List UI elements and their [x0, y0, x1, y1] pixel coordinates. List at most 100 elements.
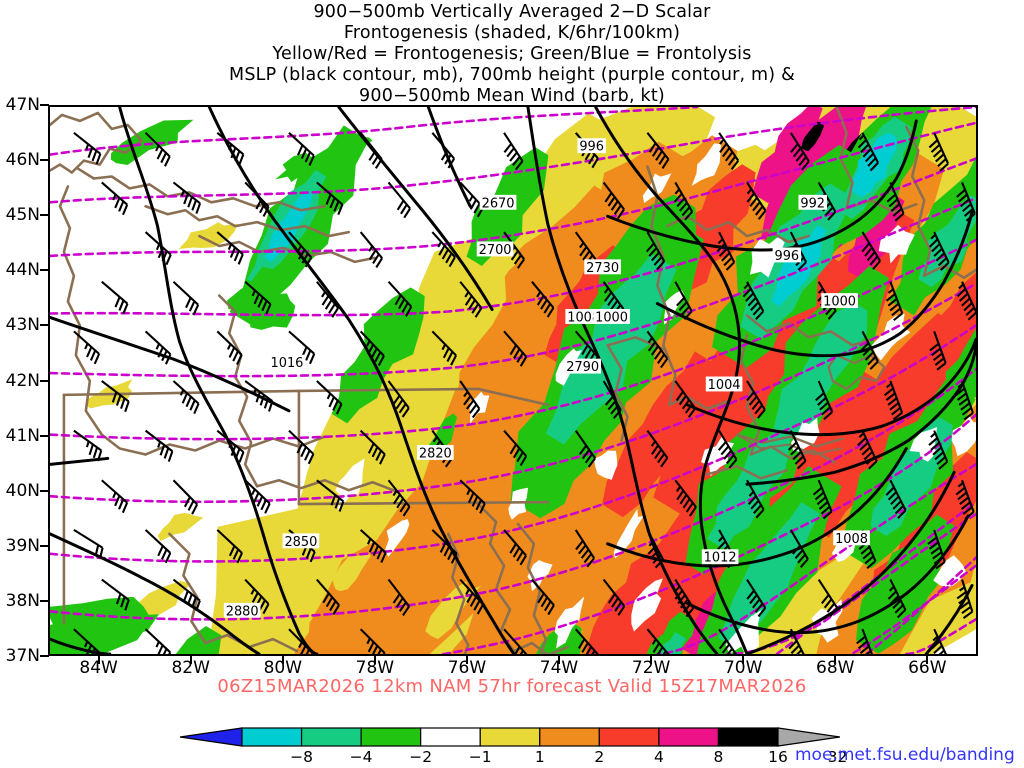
- barb-full: [674, 589, 684, 600]
- barb-full: [591, 157, 599, 169]
- barb-full: [963, 208, 974, 217]
- barb-full: [403, 207, 411, 219]
- barb-full: [681, 399, 690, 410]
- longitude-tick-66W: 66W: [908, 658, 947, 678]
- barb-half: [858, 432, 865, 438]
- barb-full: [931, 347, 942, 357]
- barb-full: [228, 347, 236, 358]
- barb-shaft: [503, 132, 524, 162]
- height-contour: [865, 556, 976, 654]
- barb-shaft: [503, 231, 525, 260]
- barb-full: [440, 150, 449, 161]
- shading-region: [691, 143, 722, 187]
- barb-shaft: [216, 132, 245, 156]
- barb-full: [446, 351, 454, 362]
- mslp-contour: [685, 403, 882, 437]
- shading-region: [951, 416, 976, 457]
- geography-line: [666, 214, 811, 244]
- barb-shaft: [144, 132, 171, 158]
- mslp-contour-label: 1008: [835, 532, 868, 547]
- geography-line: [705, 465, 789, 480]
- barb-shaft: [288, 132, 315, 157]
- barb-full: [334, 497, 341, 509]
- barb-shaft: [288, 429, 315, 455]
- barb-full: [752, 306, 762, 316]
- attribution-link[interactable]: moe.met.fsu.edu/banding: [795, 745, 1015, 765]
- latitude-tick-44: 44N: [5, 260, 40, 281]
- barb-half: [719, 138, 725, 145]
- barb-full: [796, 649, 803, 654]
- height-contour: [50, 157, 976, 317]
- barb-shaft: [789, 628, 805, 654]
- barb-full: [749, 197, 758, 207]
- barb-half: [228, 144, 233, 151]
- barb-shaft: [889, 281, 904, 314]
- barb-full: [402, 605, 411, 616]
- barb-full: [298, 249, 306, 260]
- barb-full: [883, 387, 894, 397]
- barb-full: [661, 158, 670, 169]
- barb-shaft: [144, 628, 171, 654]
- shading-region: [800, 121, 824, 152]
- barb-full: [799, 558, 809, 568]
- wind-barb: [602, 578, 626, 616]
- barb-full: [869, 162, 879, 172]
- barb-full: [540, 596, 549, 608]
- barb-full: [814, 491, 825, 501]
- barb-full: [441, 248, 449, 260]
- barb-full: [856, 635, 866, 645]
- longitude-tick-68W: 68W: [816, 658, 855, 678]
- barb-shaft: [101, 380, 130, 403]
- barb-full: [114, 495, 121, 507]
- barb-full: [728, 458, 738, 469]
- barb-full: [401, 407, 410, 418]
- barb-full: [445, 252, 453, 264]
- wind-barb: [673, 181, 694, 221]
- barb-full: [957, 491, 968, 501]
- barb-full: [657, 646, 664, 654]
- colorbar-tick-1: 1: [534, 748, 545, 766]
- barb-shaft: [101, 578, 130, 601]
- mslp-contour-label: 1000: [595, 310, 628, 325]
- wind-barb: [387, 479, 411, 517]
- wind-barb: [288, 231, 313, 268]
- wind-barb: [359, 628, 386, 654]
- barb-shaft: [602, 380, 622, 411]
- barb-full: [510, 250, 519, 261]
- barb-full: [956, 189, 966, 198]
- lon-tick-mark: [373, 656, 376, 664]
- barb-full: [717, 441, 727, 451]
- barb-full: [469, 199, 478, 210]
- mslp-contour: [337, 107, 494, 312]
- barb-full: [543, 600, 552, 612]
- shading-region: [527, 560, 553, 591]
- barb-shaft: [387, 181, 411, 210]
- barb-full: [157, 346, 164, 358]
- barb-full: [933, 247, 943, 257]
- longitude-tick-80W: 80W: [263, 658, 303, 678]
- barb-full: [512, 156, 521, 166]
- barb-half: [365, 340, 371, 347]
- barb-full: [398, 298, 406, 310]
- barb-half: [85, 441, 90, 448]
- barb-half: [180, 190, 185, 197]
- barb-full: [751, 598, 761, 609]
- barb-full: [396, 199, 405, 211]
- barb-half: [887, 288, 894, 294]
- barb-full: [579, 246, 588, 257]
- barb-full: [307, 453, 315, 465]
- shading-region: [718, 502, 820, 649]
- barb-full: [653, 349, 663, 360]
- colorbar-underflow-arrow: [180, 727, 243, 747]
- barb-full: [827, 310, 837, 320]
- wind-barb: [856, 628, 873, 654]
- barb-full: [610, 404, 619, 415]
- mslp-contour: [606, 214, 793, 252]
- barb-full: [749, 594, 758, 605]
- barb-full: [161, 350, 168, 362]
- barb-full: [367, 344, 375, 355]
- barb-full: [509, 344, 517, 356]
- barb-shaft: [288, 330, 315, 355]
- barb-full: [368, 150, 377, 161]
- barb-half: [251, 488, 256, 496]
